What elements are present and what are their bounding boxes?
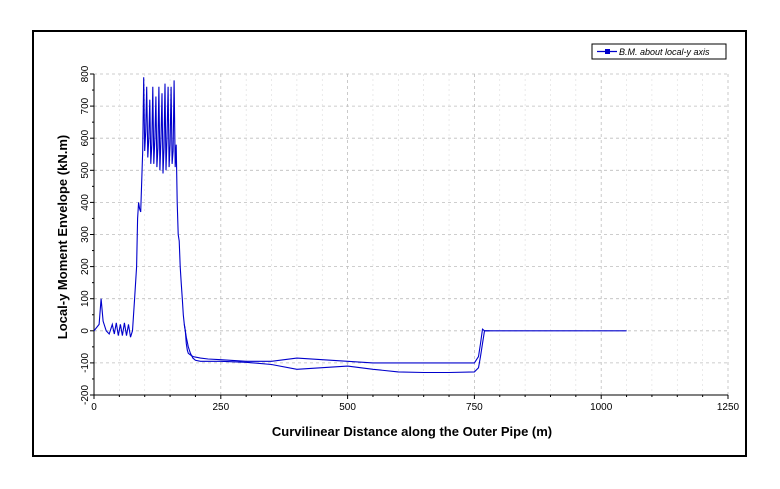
legend: B.M. about local-y axis bbox=[591, 43, 727, 60]
y-tick-label: 100 bbox=[80, 290, 91, 307]
x-tick-label: 1000 bbox=[590, 402, 613, 413]
y-tick-label: 300 bbox=[80, 226, 91, 243]
y-tick-label: 600 bbox=[80, 129, 91, 146]
x-tick-label: 1250 bbox=[717, 402, 740, 413]
x-tick-label: 500 bbox=[339, 402, 356, 413]
y-tick-label: 400 bbox=[80, 194, 91, 211]
plot-area bbox=[94, 74, 728, 395]
y-tick-label: -100 bbox=[80, 352, 91, 372]
y-tick-label: 0 bbox=[80, 328, 91, 334]
series-line-lower bbox=[183, 324, 490, 374]
x-tick-label: 250 bbox=[212, 402, 229, 413]
chart-frame: -200 -100 0 100 200 300 400 500 600 700 800 0 250 500… bbox=[32, 30, 747, 457]
chart-svg: -200 -100 0 100 200 300 400 500 600 700 800 0 250 500… bbox=[55, 43, 740, 439]
series-layer bbox=[93, 77, 627, 374]
series-line-upper bbox=[93, 77, 627, 364]
grid-layer bbox=[93, 73, 729, 396]
legend-label: B.M. about local-y axis bbox=[619, 47, 710, 57]
y-tick-label: 500 bbox=[80, 162, 91, 179]
axes-layer: -200 -100 0 100 200 300 400 500 600 700 800 0 250 500… bbox=[80, 65, 740, 413]
y-tick-label: -200 bbox=[80, 385, 91, 405]
x-tick-label: 0 bbox=[91, 402, 97, 413]
y-axis-title: Local-y Moment Envelope (kN.m) bbox=[55, 135, 70, 339]
x-axis-title: Curvilinear Distance along the Outer Pip… bbox=[272, 424, 552, 439]
legend-box bbox=[591, 43, 727, 60]
legend-marker bbox=[605, 49, 610, 54]
y-tick-label: 700 bbox=[80, 97, 91, 114]
x-tick-label: 750 bbox=[466, 402, 483, 413]
y-tick-label: 800 bbox=[80, 65, 91, 82]
y-tick-label: 200 bbox=[80, 258, 91, 275]
